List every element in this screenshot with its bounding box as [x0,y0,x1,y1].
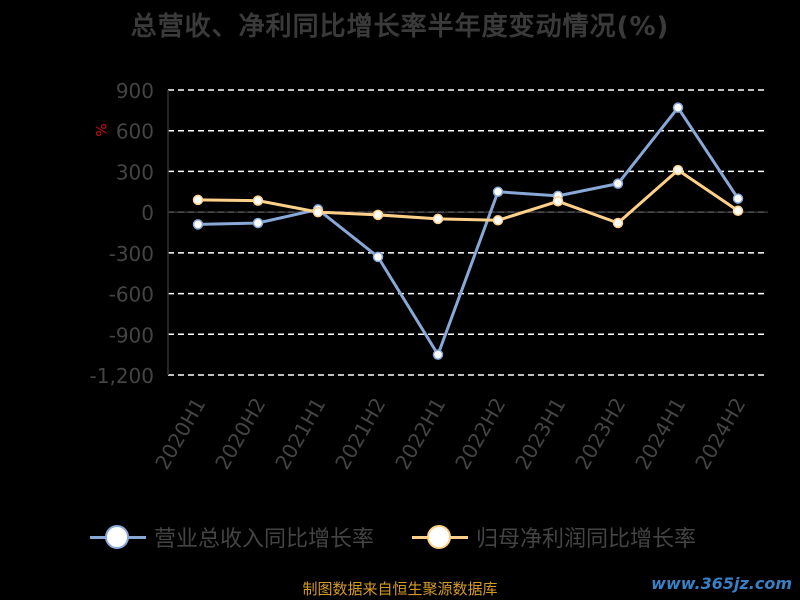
y-tick-label: 600 [116,120,154,144]
y-tick-label: -600 [109,283,154,307]
y-tick-label: 0 [141,201,154,225]
x-tick-label: 2024H2 [690,394,750,474]
revenue-growth-point [432,349,444,360]
revenue-growth-point [192,219,204,230]
revenue-growth-line [197,106,740,357]
chart-title: 总营收、净利同比增长率半年度变动情况(%) [130,12,670,42]
x-tick-label: 2024H1 [630,394,690,474]
net-profit-growth-point [432,213,444,225]
legend-net-profit-marker [412,522,468,552]
net-profit-growth-point [672,164,684,176]
x-tick-label: 2023H1 [510,394,570,474]
x-tick-label: 2020H2 [210,394,270,474]
net-profit-growth-point [492,215,504,226]
y-tick-label: -1,200 [90,364,154,388]
legend-item-net-profit[interactable]: 归母净利润同比增长率 [412,522,696,552]
x-tick-label: 2023H2 [570,394,630,474]
net-profit-growth-point [372,209,384,221]
x-tick-label: 2021H2 [330,394,390,474]
net-profit-growth-point [552,196,564,207]
legend-item-revenue[interactable]: 营业总收入同比增长率 [90,522,374,552]
y-tick-label: -900 [109,323,154,347]
y-tick-label: -300 [109,242,154,266]
net-profit-growth-point [312,206,324,218]
legend-revenue-marker [90,522,146,552]
net-profit-growth-point [192,194,204,206]
unit-label: % [94,123,111,137]
net-profit-growth-line [197,168,739,225]
legend-revenue-label: 营业总收入同比增长率 [154,527,375,552]
revenue-growth-point [492,186,504,198]
y-tick-label: 300 [116,160,154,184]
x-tick-label: 2020H1 [150,394,210,474]
net-profit-growth-point [732,205,744,217]
revenue-growth-point [252,217,264,229]
revenue-growth-point [672,102,684,113]
x-tick-label: 2022H1 [390,394,450,474]
x-tick-label: 2021H1 [270,394,330,474]
net-profit-growth-point [252,195,264,206]
x-tick-label: 2022H2 [450,394,510,474]
net-profit-growth-point [612,217,624,229]
source-note: 制图数据来自恒生聚源数据库 [302,580,498,598]
revenue-growth-point [732,193,744,204]
legend-net-profit-label: 归母净利润同比增长率 [476,527,697,552]
y-tick-label: 900 [116,79,154,103]
revenue-growth-point [612,178,624,189]
watermark: www.365jz.com [651,574,792,593]
revenue-growth-point [372,251,384,263]
line-chart: 900 600 300 0 -300 -600 -900 -1,200 2020H1 2020H2… [90,79,768,474]
